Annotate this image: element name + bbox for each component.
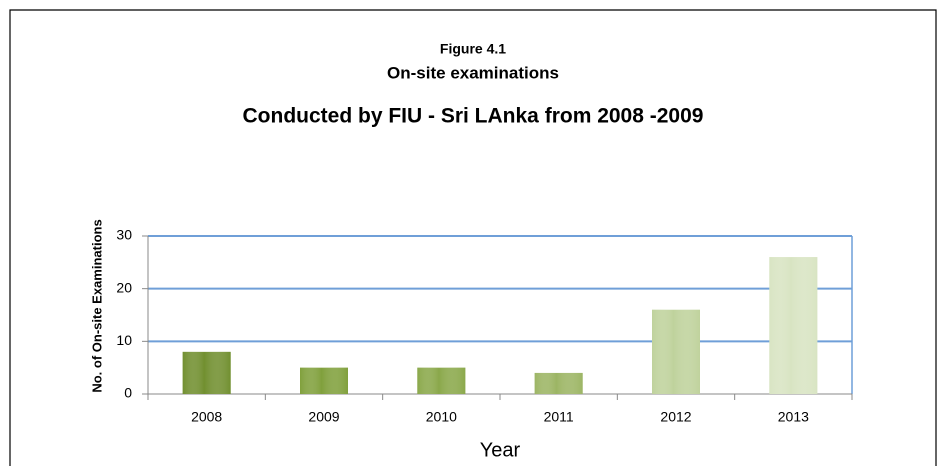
x-tick-label: 2011 [544,409,574,425]
bar-shine [769,257,818,394]
y-axis-label: No. of On-site Examinations [89,219,104,392]
bar-shine [534,372,583,394]
x-tick-label: 2008 [191,409,222,425]
y-tick-label: 30 [116,227,132,243]
x-tick-label: 2012 [660,409,691,425]
x-tick-label: 2010 [426,409,457,425]
frame [9,9,937,466]
bar-shine [300,367,348,394]
chart-subtitle: Conducted by FIU - Sri LAnka from 2008 -… [243,105,704,128]
bar-shine [652,309,700,394]
x-axis-label: Year [480,439,521,461]
bar-shine [417,367,466,394]
figure-label: Figure 4.1 [440,41,506,57]
bar-shine [182,351,231,394]
y-tick-label: 0 [124,385,132,401]
y-tick-label: 10 [116,332,132,348]
x-tick-label: 2009 [308,409,339,425]
x-tick-label: 2013 [778,409,809,425]
y-tick-label: 20 [116,279,132,295]
chart-title: On-site examinations [387,63,559,82]
